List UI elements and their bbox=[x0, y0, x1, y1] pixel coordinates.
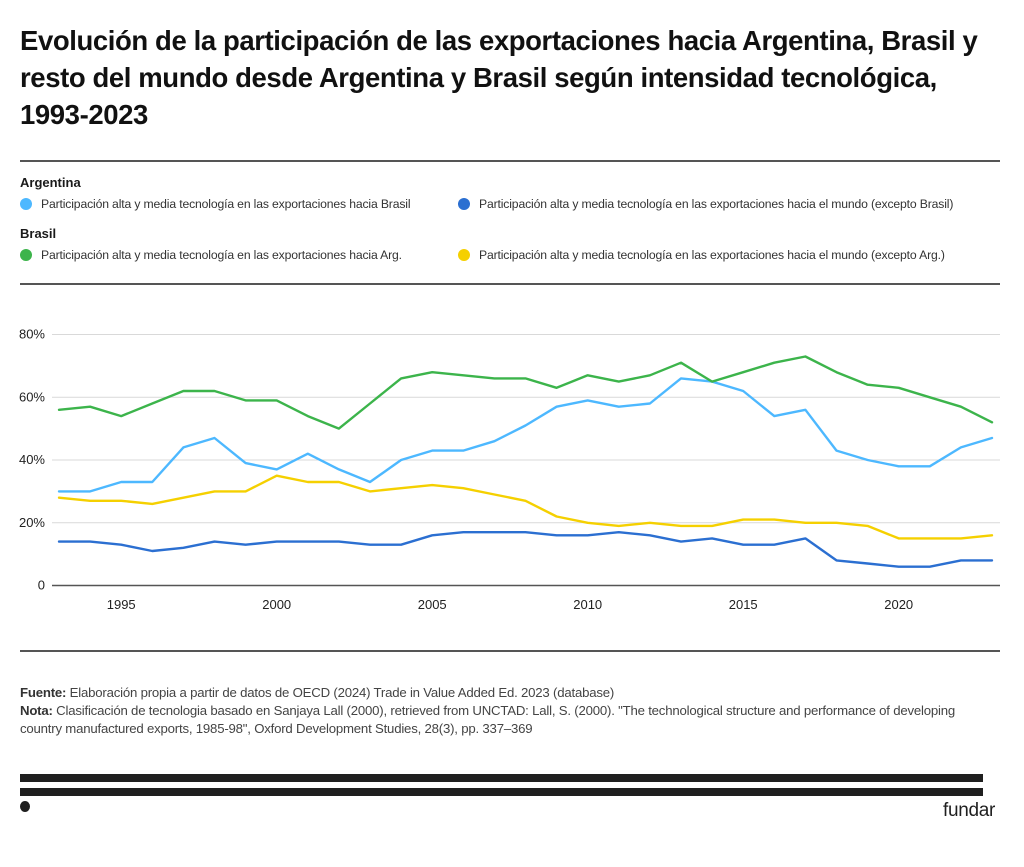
legend-group-argentina: Argentina bbox=[20, 175, 81, 190]
legend-item-label: Participación alta y media tecnología en… bbox=[41, 248, 402, 262]
x-tick-label: 2005 bbox=[418, 597, 447, 612]
legend-dot-icon bbox=[20, 198, 32, 210]
legend-top-divider bbox=[20, 160, 1000, 162]
methodology-note: Nota: Clasificación de tecnologia basado… bbox=[20, 702, 980, 738]
y-tick-label: 0 bbox=[38, 578, 45, 593]
legend-dot-icon bbox=[20, 249, 32, 261]
series-line-4 bbox=[57, 474, 994, 540]
source-text: Elaboración propia a partir de datos de … bbox=[66, 685, 615, 700]
legend-item-label: Participación alta y media tecnología en… bbox=[479, 197, 954, 211]
legend-item-label: Participación alta y media tecnología en… bbox=[479, 248, 945, 262]
y-axis-tick-labels: 0 20% 40% 60% 80% bbox=[19, 327, 45, 593]
x-tick-label: 1995 bbox=[107, 597, 136, 612]
source-label: Fuente: bbox=[20, 685, 67, 700]
y-tick-label: 20% bbox=[19, 515, 45, 530]
legend-item-bra-to-arg: Participación alta y media tecnología en… bbox=[20, 248, 402, 262]
footnotes: Fuente: Elaboración propia a partir de d… bbox=[20, 684, 980, 738]
legend-dot-icon bbox=[458, 249, 470, 261]
brand-bar-bottom bbox=[20, 788, 983, 796]
x-tick-label: 2020 bbox=[884, 597, 913, 612]
legend-item-bra-to-world: Participación alta y media tecnología en… bbox=[458, 248, 945, 262]
chart-bottom-divider bbox=[20, 650, 1000, 652]
y-tick-label: 60% bbox=[19, 389, 45, 404]
y-tick-label: 80% bbox=[19, 327, 45, 342]
legend-item-label: Participación alta y media tecnología en… bbox=[41, 197, 411, 211]
legend-group-brasil: Brasil bbox=[20, 226, 57, 241]
legend-bottom-divider bbox=[20, 283, 1000, 285]
series-line-3 bbox=[57, 355, 994, 430]
series-lines bbox=[57, 355, 994, 568]
line-chart: 0 20% 40% 60% 80% 1995 2000 2005 2010 2015 2020 bbox=[19, 327, 1000, 612]
series-line-1 bbox=[57, 377, 994, 493]
note-text: Clasificación de tecnologia basado en Sa… bbox=[20, 703, 956, 736]
brand-logo: fundar bbox=[943, 800, 996, 821]
y-tick-label: 40% bbox=[19, 452, 45, 467]
x-axis-tick-labels: 1995 2000 2005 2010 2015 2020 bbox=[107, 597, 913, 612]
x-tick-label: 2000 bbox=[262, 597, 291, 612]
chart-title: Evolución de la participación de las exp… bbox=[20, 25, 978, 130]
gridlines bbox=[52, 334, 1000, 587]
x-tick-label: 2015 bbox=[729, 597, 758, 612]
series-line-2 bbox=[57, 530, 994, 568]
note-label: Nota: bbox=[20, 703, 53, 718]
x-tick-label: 2010 bbox=[573, 597, 602, 612]
legend-dot-icon bbox=[458, 198, 470, 210]
brand-dot-icon bbox=[20, 801, 30, 812]
brand-bar-top bbox=[20, 774, 983, 782]
legend-item-arg-to-world: Participación alta y media tecnología en… bbox=[458, 197, 953, 211]
legend-item-arg-to-brasil: Participación alta y media tecnología en… bbox=[20, 197, 411, 211]
source-note: Fuente: Elaboración propia a partir de d… bbox=[20, 684, 980, 702]
